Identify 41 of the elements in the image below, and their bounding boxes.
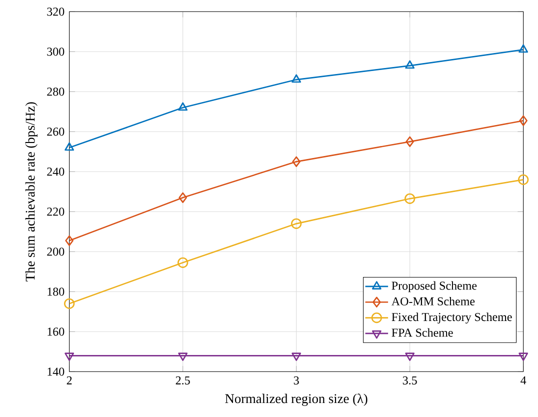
legend-label: AO-MM Scheme: [392, 296, 475, 306]
y-tick-label: 280: [47, 88, 64, 96]
point: [178, 102, 188, 111]
point: [291, 218, 302, 229]
point: [519, 115, 528, 126]
x-tick-label: 2.5: [176, 376, 190, 384]
y-tick-label: 320: [47, 8, 64, 16]
legend-label: Fixed Trajectory Scheme: [392, 312, 512, 324]
point: [292, 156, 301, 167]
y-tick-label: 140: [48, 368, 64, 376]
x-tick-label: 3: [294, 376, 299, 384]
y-tick-label: 200: [47, 248, 64, 256]
point: [404, 193, 416, 204]
point: [405, 60, 415, 69]
y-tick-label: 180: [48, 288, 64, 296]
y-axis-title: The sum achievable rate (bps/Hz): [25, 102, 38, 282]
point: [178, 257, 188, 268]
point: [518, 44, 528, 53]
y-tick-label: 300: [47, 48, 64, 56]
legend-label: Proposed Scheme: [392, 281, 477, 292]
y-tick-label: 240: [47, 168, 64, 176]
point: [178, 352, 188, 361]
point: [405, 352, 415, 361]
point: [292, 74, 302, 83]
point: [64, 352, 74, 361]
y-tick-label: 260: [47, 128, 64, 136]
y-tick-label: 220: [47, 208, 64, 216]
point: [518, 174, 529, 185]
point: [406, 136, 414, 147]
x-axis-title: Normalized region size (λ): [225, 394, 368, 406]
x-tick-label: 2: [66, 376, 72, 384]
x-tick-label: 3.5: [402, 376, 417, 384]
point: [518, 352, 528, 361]
point: [292, 352, 302, 361]
point: [65, 235, 74, 246]
legend-label: FPA Scheme: [392, 328, 453, 337]
point: [178, 192, 188, 203]
x-tick-label: 4: [520, 376, 526, 384]
y-tick-label: 160: [48, 328, 64, 336]
point: [64, 142, 74, 151]
point: [64, 298, 75, 309]
